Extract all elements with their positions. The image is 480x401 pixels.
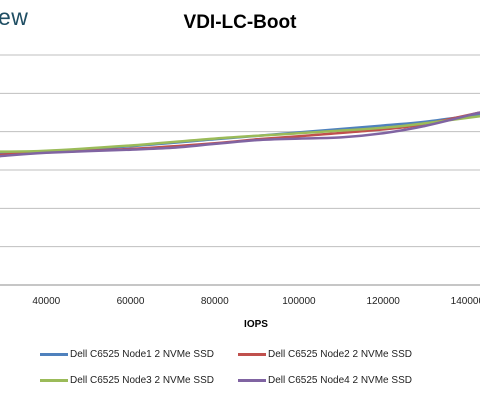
legend-label: Dell C6525 Node3 2 NVMe SSD xyxy=(70,375,214,386)
legend-label: Dell C6525 Node4 2 NVMe SSD xyxy=(268,375,412,386)
legend-label: Dell C6525 Node1 2 NVMe SSD xyxy=(70,349,214,360)
legend-swatch xyxy=(238,353,266,356)
series-line-node1 xyxy=(0,113,480,154)
series-line-node3 xyxy=(0,115,480,153)
x-tick-label: 120000 xyxy=(366,296,400,307)
x-tick-label: 40000 xyxy=(32,296,60,307)
x-tick-label: 100000 xyxy=(282,296,316,307)
x-axis-label: IOPS xyxy=(244,319,268,330)
legend-swatch xyxy=(238,379,266,382)
logo-text: ew xyxy=(0,4,29,30)
legend-label: Dell C6525 Node2 2 NVMe SSD xyxy=(268,349,412,360)
x-tick-label: 140000 xyxy=(451,296,480,307)
x-tick-label: 60000 xyxy=(117,296,145,307)
legend-swatch xyxy=(40,379,68,382)
legend-item-node3: Dell C6525 Node3 2 NVMe SSD xyxy=(40,375,214,386)
legend-item-node4: Dell C6525 Node4 2 NVMe SSD xyxy=(238,375,412,386)
legend-item-node2: Dell C6525 Node2 2 NVMe SSD xyxy=(238,349,412,360)
series-line-node4 xyxy=(0,111,480,158)
chart-legend: Dell C6525 Node1 2 NVMe SSD Dell C6525 No… xyxy=(0,349,480,393)
x-tick-label: 80000 xyxy=(201,296,229,307)
legend-item-node1: Dell C6525 Node1 2 NVMe SSD xyxy=(40,349,214,360)
legend-swatch xyxy=(40,353,68,356)
chart-title: VDI-LC-Boot xyxy=(183,12,297,33)
